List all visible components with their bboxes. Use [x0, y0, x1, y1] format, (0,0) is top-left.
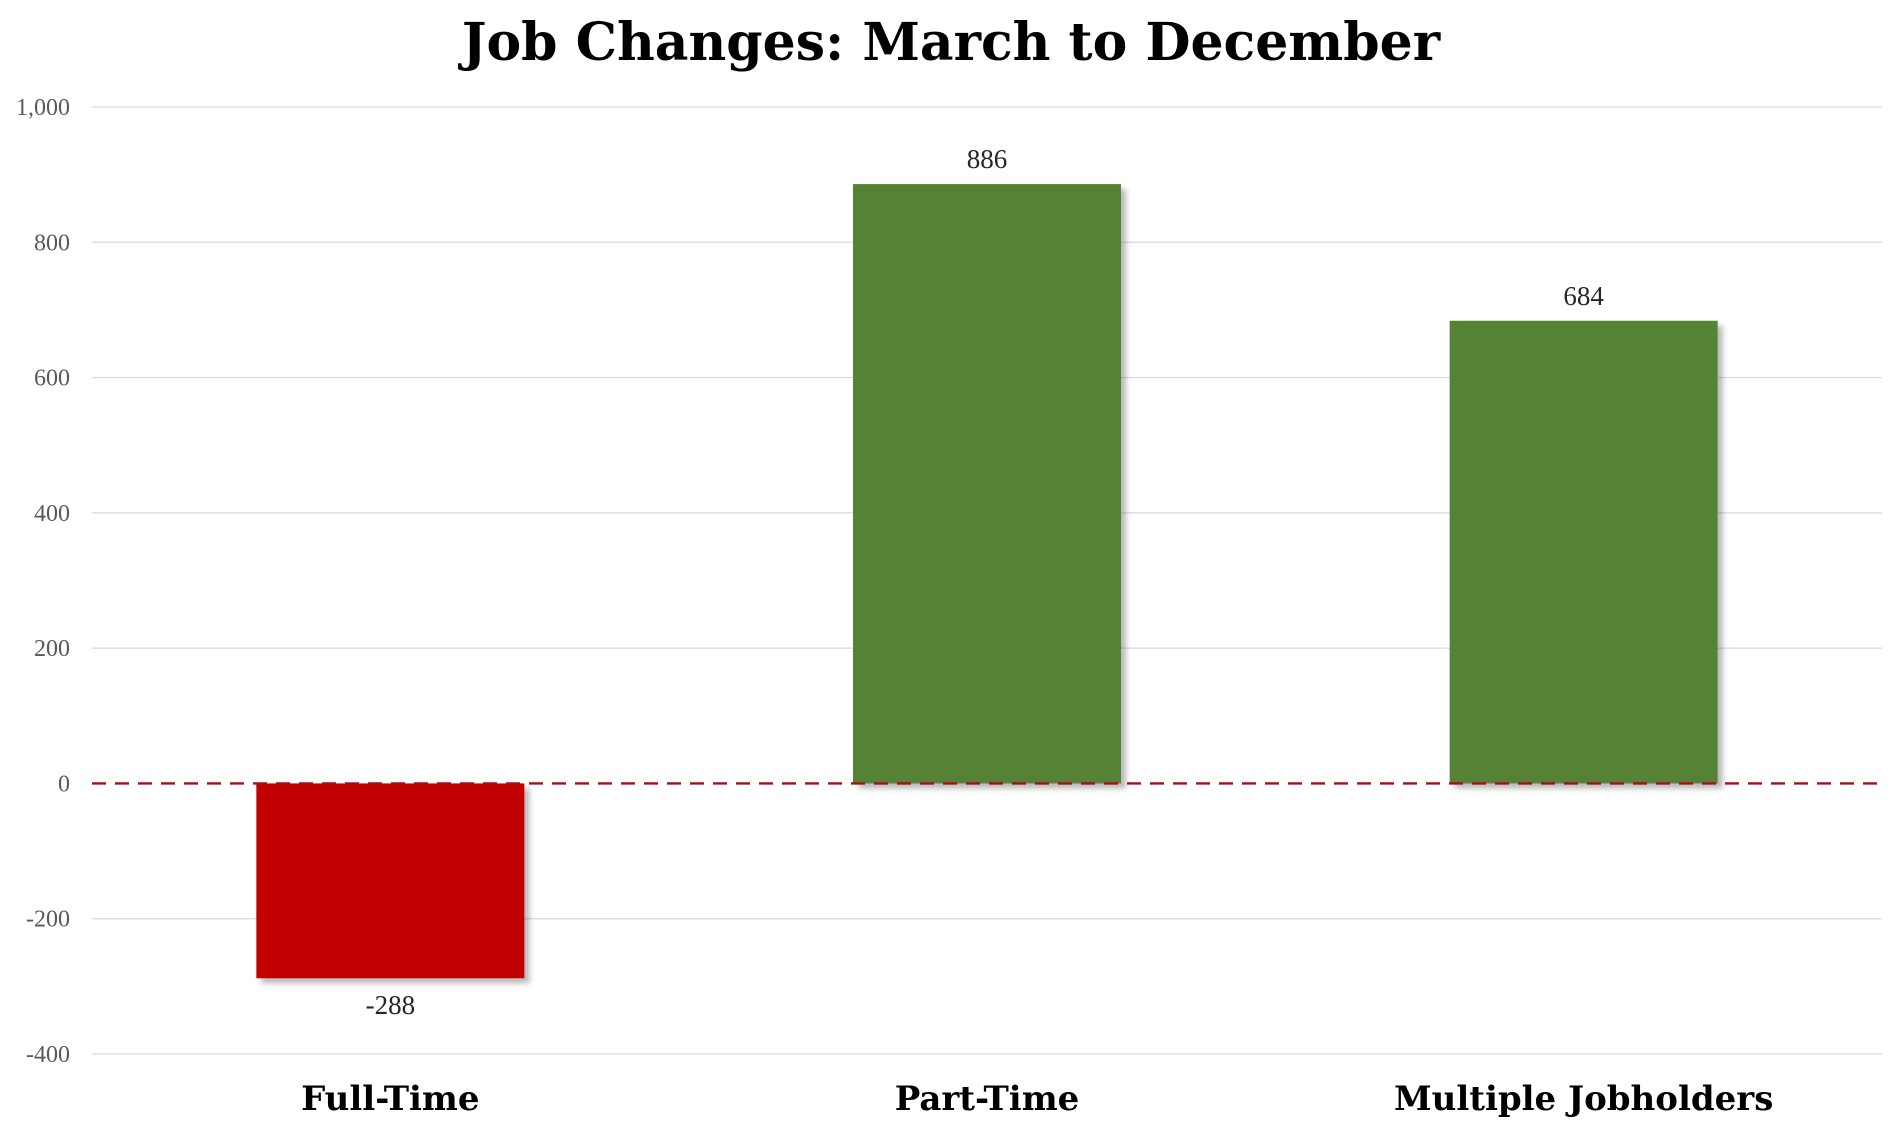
x-axis-tick-labels: Full-Time Part-Time Multiple Jobholders — [301, 1079, 1773, 1119]
y-axis-tick-labels: 1,000 800 600 400 200 0 -200 -400 — [16, 95, 70, 1068]
y-tick-label: 400 — [34, 501, 70, 527]
y-tick-label: -400 — [26, 1042, 70, 1068]
y-tick-label: -200 — [26, 907, 70, 933]
data-labels: -288 886 684 — [366, 144, 1605, 1020]
bars — [256, 184, 1718, 979]
data-label: -288 — [366, 990, 416, 1020]
x-tick-label: Part-Time — [895, 1079, 1080, 1119]
y-tick-label: 1,000 — [16, 95, 70, 121]
y-tick-label: 200 — [34, 636, 70, 662]
bar-full-time — [256, 783, 525, 979]
bar-part-time — [853, 184, 1121, 784]
y-tick-label: 0 — [58, 771, 70, 797]
y-tick-label: 800 — [34, 230, 70, 256]
x-tick-label: Full-Time — [301, 1079, 479, 1119]
chart-title: Job Changes: March to December — [458, 12, 1441, 73]
x-tick-label: Multiple Jobholders — [1394, 1079, 1773, 1119]
data-label: 886 — [967, 144, 1008, 174]
bar-multiple-jobholders — [1449, 320, 1718, 784]
data-label: 684 — [1563, 281, 1604, 311]
y-tick-label: 600 — [34, 366, 70, 392]
